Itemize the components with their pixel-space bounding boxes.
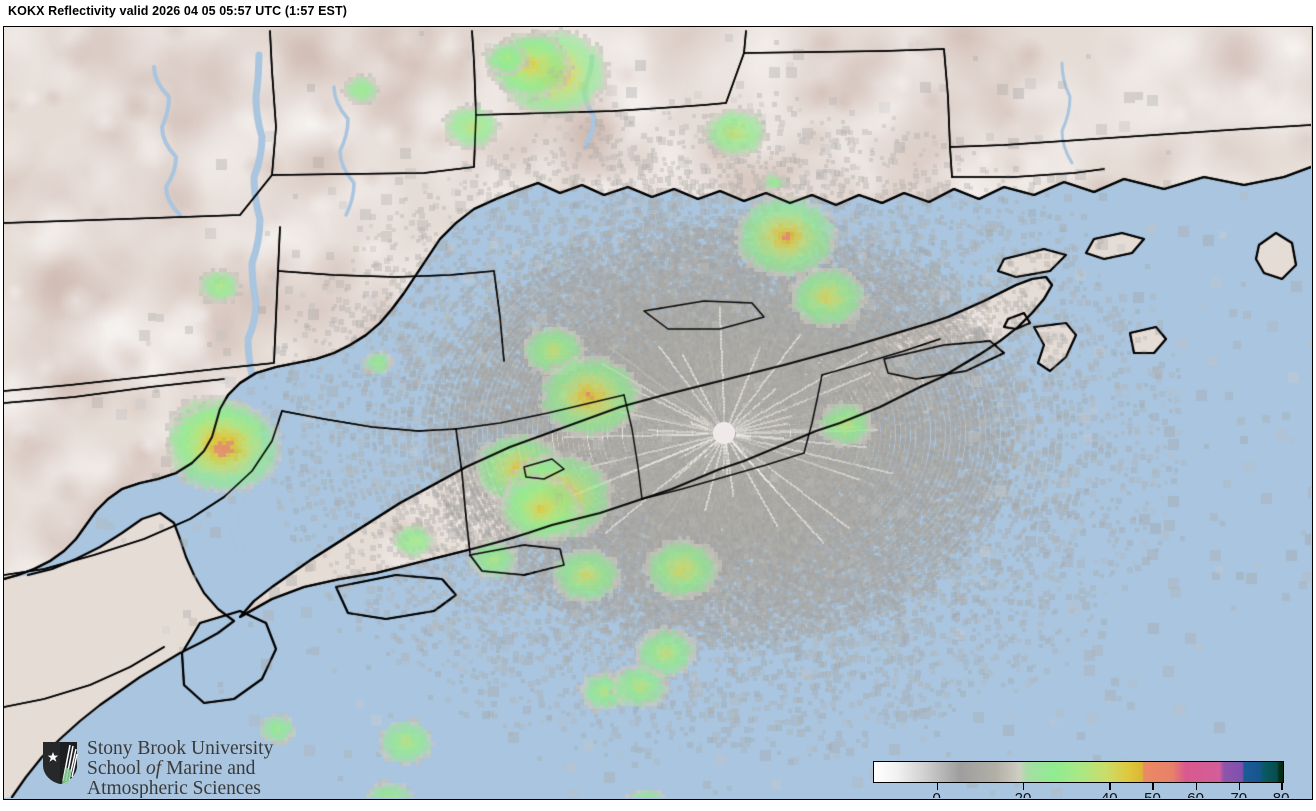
colorbar-gradient: [874, 762, 1283, 782]
colorbar-tick-label: 70: [1230, 790, 1247, 798]
radar-reflectivity-layer: [4, 27, 1311, 798]
colorbar-legend: 0 20 40 50 60 70 80: [873, 761, 1290, 798]
colorbar-tick: [1238, 783, 1241, 790]
colorbar-tick: [1023, 783, 1025, 790]
colorbar-tick: [1152, 783, 1154, 790]
page-title: KOKX Reflectivity valid 2026 04 05 05:57…: [8, 4, 347, 18]
colorbar-tick-labels: 0 20 40 50 60 70 80: [873, 790, 1290, 798]
colorbar-tick: [1195, 783, 1198, 790]
colorbar-tick-label: 40: [1101, 790, 1118, 798]
colorbar-tick-label: 0: [933, 790, 941, 798]
colorbar-tick-label: 80: [1273, 790, 1290, 798]
colorbar-tick: [936, 783, 939, 790]
colorbar-ticks: [873, 783, 1284, 790]
colorbar-tick-label: 60: [1187, 790, 1204, 798]
colorbar-tick-label: 50: [1144, 790, 1161, 798]
radar-map-viewport[interactable]: Stony Brook University School of Marine …: [4, 27, 1311, 798]
colorbar-tick: [1281, 783, 1283, 790]
colorbar-tick: [1109, 783, 1111, 790]
radar-map-frame[interactable]: Stony Brook University School of Marine …: [3, 26, 1313, 800]
radar-site-marker: [713, 422, 735, 444]
colorbar-swatch: [873, 761, 1284, 783]
colorbar-tick-label: 20: [1015, 790, 1032, 798]
title-bar: KOKX Reflectivity valid 2026 04 05 05:57…: [0, 0, 1316, 26]
